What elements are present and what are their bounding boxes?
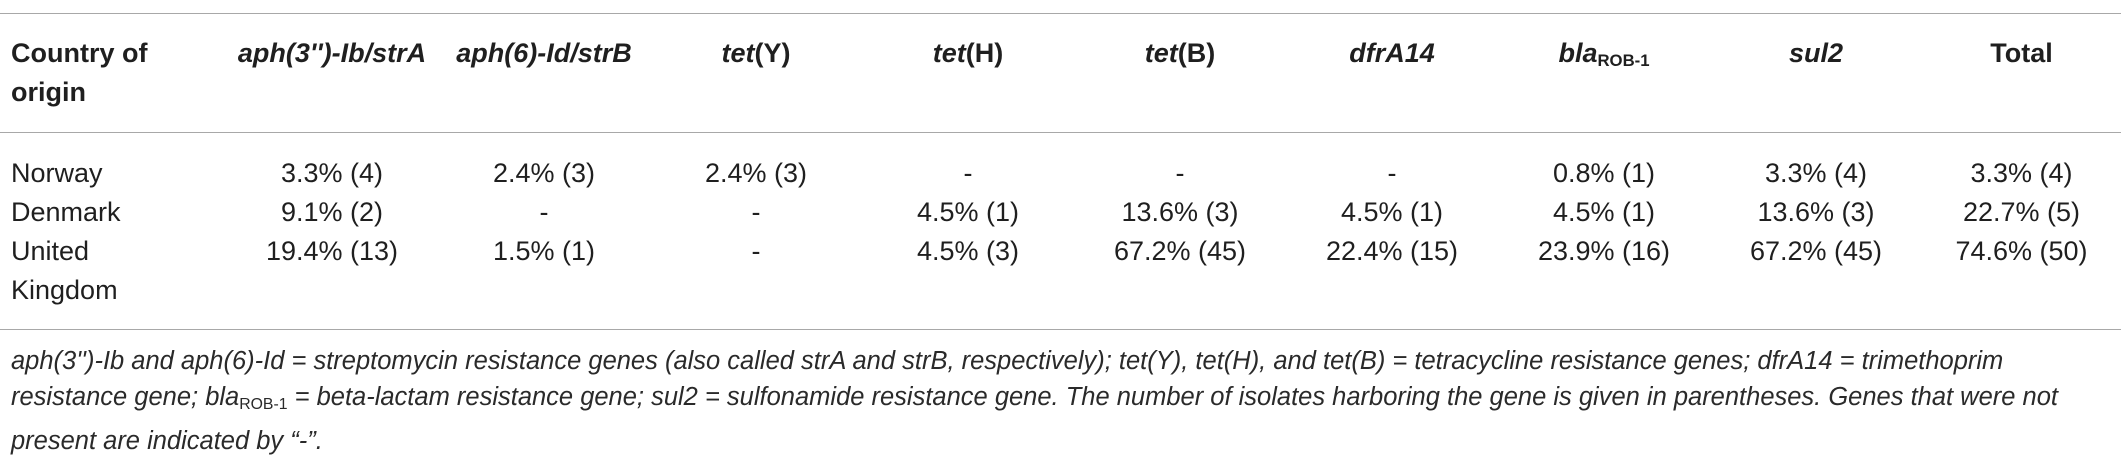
header-text: bla: [1558, 38, 1598, 68]
value-cell: 67.2% (45): [1113, 236, 1247, 266]
value-cell: -: [963, 158, 973, 188]
header-text: (B): [1177, 38, 1216, 68]
country-cell: Norway: [11, 158, 103, 188]
header-text: tet: [1144, 38, 1178, 68]
value-cell: 13.6% (3): [1757, 197, 1875, 227]
footnote-text: = beta-lactam resistance gene; sul2 = su…: [11, 383, 2058, 455]
value-cell: 4.5% (3): [916, 236, 1020, 266]
footnote: aph(3'')-Ib and aph(6)-Id = streptomycin…: [0, 330, 2121, 459]
footnote-text: aph(3'')-Ib and aph(6)-Id = streptomycin…: [11, 347, 2004, 411]
header-text: (H): [965, 38, 1004, 68]
table-row: United Kingdom 19.4% (13) 1.5% (1) - 4.5% (3…: [0, 232, 2121, 330]
column-header: sul2: [1710, 14, 1922, 133]
table-row: Norway 3.3% (4) 2.4% (3) 2.4% (3) - - - 0.8% (1…: [0, 133, 2121, 194]
value-cell: 22.4% (15): [1325, 236, 1459, 266]
value-cell: 74.6% (50): [1955, 236, 2088, 266]
value-cell: 3.3% (4): [1970, 158, 2073, 188]
table-row: Denmark 9.1% (2) - - 4.5% (1) 13.6% (3) 4.5% (…: [0, 193, 2121, 232]
column-header: tet(Y): [650, 14, 862, 133]
value-cell: 1.5% (1): [492, 236, 596, 266]
footnote-text: bla: [205, 383, 240, 411]
header-text: aph(6)-Id/strB: [456, 38, 632, 68]
value-cell: 4.5% (1): [1552, 197, 1656, 227]
value-cell: -: [751, 236, 761, 266]
header-text: dfrA14: [1349, 38, 1435, 68]
header-text: (Y): [754, 38, 791, 68]
country-cell: United Kingdom: [11, 236, 118, 305]
header-text: Total: [1990, 38, 2053, 68]
header-text: tet: [932, 38, 966, 68]
column-header: tet(H): [862, 14, 1074, 133]
value-cell: 23.9% (16): [1537, 236, 1671, 266]
column-header: blaROB-1: [1498, 14, 1710, 133]
value-cell: 3.3% (4): [280, 158, 384, 188]
header-text: sul2: [1788, 38, 1844, 68]
column-header: aph(6)-Id/strB: [438, 14, 650, 133]
value-cell: -: [539, 197, 549, 227]
column-header: Total: [1922, 14, 2121, 133]
value-cell: 2.4% (3): [704, 158, 808, 188]
header-text: ROB-1: [1597, 51, 1650, 71]
value-cell: 4.5% (1): [1340, 197, 1444, 227]
column-header: Country of origin: [0, 14, 226, 133]
value-cell: 2.4% (3): [492, 158, 596, 188]
value-cell: 67.2% (45): [1749, 236, 1883, 266]
footnote-text: ROB-1: [239, 395, 288, 413]
data-table: Country of origin aph(3'')-Ib/strA aph(6)-…: [0, 13, 2121, 330]
header-text: tet: [721, 38, 755, 68]
value-cell: -: [1387, 158, 1397, 188]
value-cell: 22.7% (5): [1962, 197, 2081, 227]
value-cell: 3.3% (4): [1764, 158, 1868, 188]
table-body: Norway 3.3% (4) 2.4% (3) 2.4% (3) - - - 0.8% (1…: [0, 133, 2121, 330]
value-cell: -: [1175, 158, 1185, 188]
country-cell: Denmark: [11, 197, 121, 227]
value-cell: 19.4% (13): [265, 236, 399, 266]
header-row: Country of origin aph(3'')-Ib/strA aph(6)-…: [0, 13, 2121, 133]
value-cell: 9.1% (2): [280, 197, 384, 227]
page: Country of origin aph(3'')-Ib/strA aph(6)-…: [0, 13, 2121, 462]
column-header: tet(B): [1074, 14, 1286, 133]
value-cell: 0.8% (1): [1552, 158, 1656, 188]
value-cell: -: [751, 197, 761, 227]
column-header: aph(3'')-Ib/strA: [226, 14, 438, 133]
value-cell: 4.5% (1): [916, 197, 1020, 227]
value-cell: 13.6% (3): [1121, 197, 1239, 227]
column-header: dfrA14: [1286, 14, 1498, 133]
header-text: aph(3'')-Ib/strA: [237, 38, 427, 68]
header-text: Country of origin: [11, 38, 148, 107]
table-header: Country of origin aph(3'')-Ib/strA aph(6)-…: [0, 13, 2121, 133]
